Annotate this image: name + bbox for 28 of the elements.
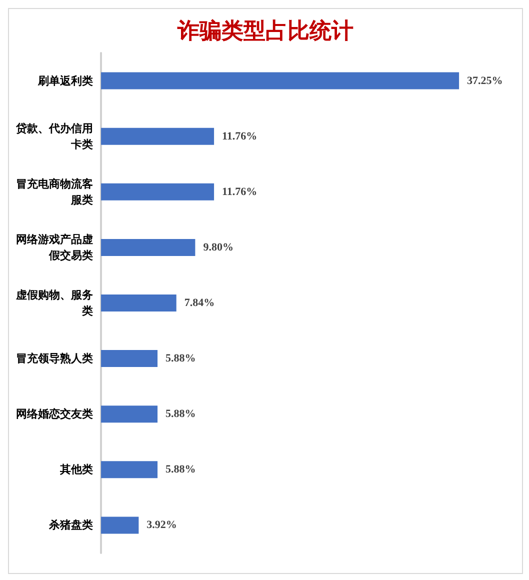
y-tick-label: 冒充领导熟人类 xyxy=(16,352,93,366)
bar xyxy=(101,461,158,478)
bar xyxy=(101,294,176,312)
y-tick-label: 杀猪盘类 xyxy=(48,518,93,532)
bar xyxy=(101,128,214,145)
data-label: 5.88% xyxy=(166,408,196,420)
y-tick-label: 冒充电商物流客服类 xyxy=(16,177,93,206)
data-label: 7.84% xyxy=(184,297,215,309)
y-tick-label: 网络游戏产品虚假交易类 xyxy=(16,232,93,262)
y-tick-label: 其他类 xyxy=(59,463,93,476)
y-tick-label: 贷款、代办信用卡类 xyxy=(15,122,93,151)
y-tick-label: 网络婚恋交友类 xyxy=(16,408,93,421)
data-label: 5.88% xyxy=(166,464,196,476)
data-label: 9.80% xyxy=(203,241,234,254)
data-label: 11.76% xyxy=(222,186,258,198)
bar xyxy=(101,238,196,256)
bar xyxy=(101,72,460,90)
bar xyxy=(101,183,214,200)
bar xyxy=(101,406,158,423)
data-label: 11.76% xyxy=(222,130,258,142)
y-tick-label: 刷单返利类 xyxy=(37,74,93,88)
chart-title: 诈骗类型占比统计 xyxy=(176,18,354,44)
y-tick-label: 虚假购物、服务类 xyxy=(15,288,93,318)
data-label: 3.92% xyxy=(146,519,177,532)
bar xyxy=(101,350,158,368)
data-label: 37.25% xyxy=(467,74,503,87)
data-label: 5.88% xyxy=(166,352,196,365)
bar xyxy=(101,516,139,534)
